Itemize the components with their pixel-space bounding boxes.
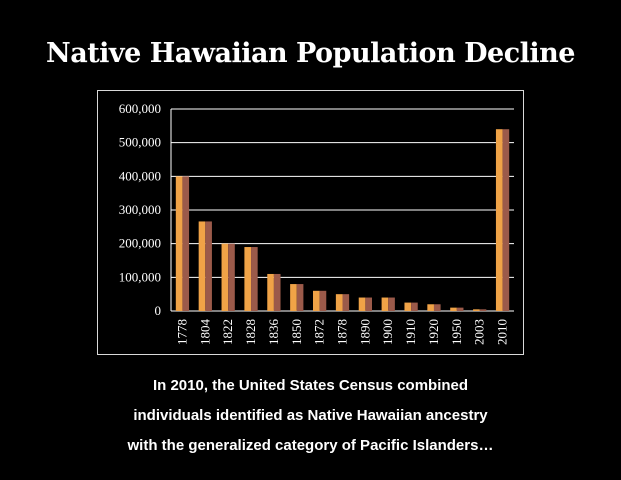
y-tick-label: 400,000 <box>119 168 161 183</box>
bar-chart: 0 100,000 200,000 300,000 400,000 500,000 600,… <box>119 101 514 346</box>
y-tick-label: 300,000 <box>119 202 161 217</box>
bar-shade <box>205 221 212 311</box>
bar-2003 <box>473 309 487 311</box>
bar-1828 <box>244 247 258 311</box>
bar-1872 <box>313 290 327 311</box>
x-tick-label: 1804 <box>197 319 212 346</box>
x-tick-label: 1850 <box>289 319 304 345</box>
bar-shade <box>479 309 487 311</box>
x-tick-label: 1828 <box>243 319 258 345</box>
x-axis-ticks: 1778 1804 1822 1828 1836 1850 1872 1878 1890 1900… <box>174 319 509 346</box>
bar-front <box>473 309 480 311</box>
y-tick-label: 500,000 <box>119 135 161 150</box>
bar-shade <box>273 273 281 311</box>
bar-shade <box>388 297 395 311</box>
bar-1900 <box>381 297 395 311</box>
bar-1836 <box>267 273 281 311</box>
bar-front <box>358 297 366 311</box>
x-tick-label: 1920 <box>426 319 441 345</box>
x-tick-label: 1836 <box>266 319 281 346</box>
bar-front <box>335 294 343 311</box>
bar-1804 <box>198 221 212 311</box>
y-tick-label: 200,000 <box>119 236 161 251</box>
x-tick-label: 1822 <box>220 319 235 345</box>
bar-shade <box>228 243 235 311</box>
x-tick-label: 1890 <box>357 319 372 345</box>
x-tick-label: 1778 <box>174 319 189 345</box>
bar-shade <box>433 304 441 311</box>
x-tick-label: 1910 <box>403 319 418 345</box>
bar-front <box>198 221 206 311</box>
chart-frame: 0 100,000 200,000 300,000 400,000 500,000 600,… <box>97 90 524 355</box>
x-tick-label: 1950 <box>449 319 464 345</box>
bar-1910 <box>404 302 418 311</box>
bar-1878 <box>335 294 350 311</box>
bar-front <box>244 247 252 311</box>
bar-front <box>267 273 274 311</box>
caption-line-2: individuals identified as Native Hawaiia… <box>133 407 488 424</box>
bar-front <box>381 297 389 311</box>
x-tick-label: 1900 <box>380 319 395 345</box>
bar-front <box>404 302 412 311</box>
bar-shade <box>296 284 304 311</box>
slide-title: Native Hawaiian Population Decline <box>46 38 575 69</box>
bar-shade <box>411 302 418 311</box>
bar-shade <box>456 307 464 311</box>
bar-1778 <box>175 176 190 311</box>
bar-shade <box>342 294 350 311</box>
bar-shade <box>182 176 190 311</box>
bar-shade <box>319 290 327 311</box>
y-tick-label: 0 <box>155 303 162 318</box>
x-tick-label: 2003 <box>472 319 487 345</box>
x-tick-label: 1872 <box>312 319 327 345</box>
bar-front <box>221 243 229 311</box>
y-tick-label: 600,000 <box>119 101 161 116</box>
x-tick-label: 2010 <box>495 319 510 345</box>
caption-line-3: with the generalized category of Pacific… <box>127 437 494 454</box>
bars <box>175 129 510 311</box>
bar-front <box>450 307 457 311</box>
y-tick-label: 100,000 <box>119 269 161 284</box>
y-axis-ticks: 0 100,000 200,000 300,000 400,000 500,000 600,… <box>119 101 161 318</box>
bar-shade <box>251 247 258 311</box>
x-tick-label: 1878 <box>335 319 350 345</box>
caption-line-1: In 2010, the United States Census combin… <box>152 377 469 394</box>
bar-front <box>495 129 503 311</box>
bar-2010 <box>495 129 510 311</box>
bar-front <box>313 290 320 311</box>
bar-shade <box>502 129 510 311</box>
bar-front <box>427 304 434 311</box>
bar-shade <box>365 297 372 311</box>
bar-1950 <box>450 307 464 311</box>
bar-1822 <box>221 243 235 311</box>
bar-1890 <box>358 297 372 311</box>
bar-front <box>290 284 297 311</box>
bar-1850 <box>290 284 304 311</box>
bar-front <box>175 176 183 311</box>
bar-1920 <box>427 304 441 311</box>
